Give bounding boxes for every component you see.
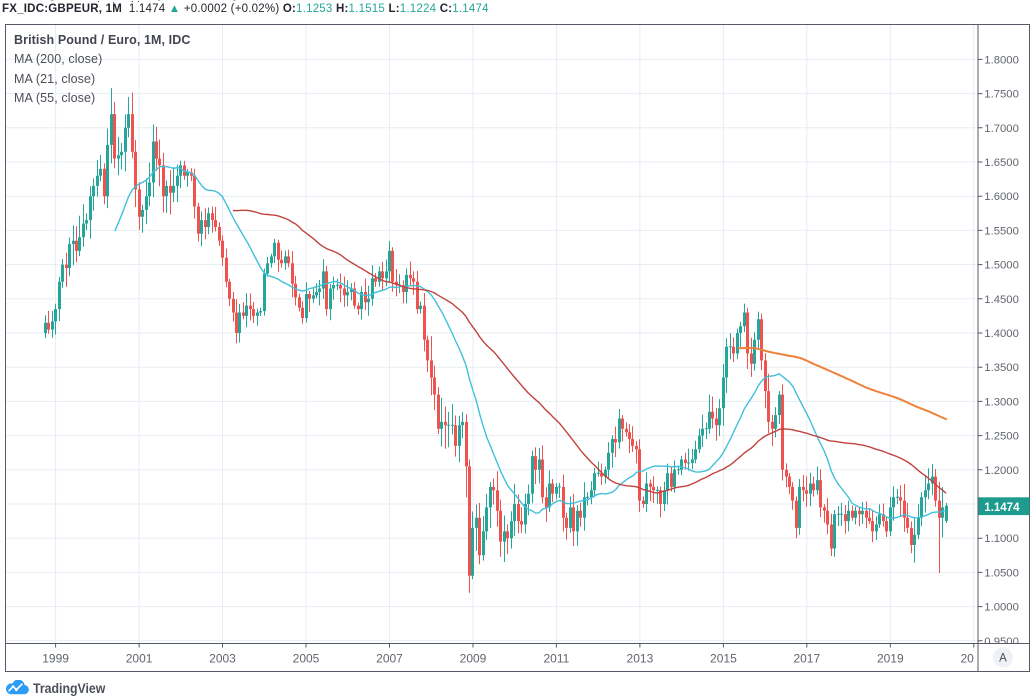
- svg-text:2021: 2021: [960, 652, 987, 666]
- svg-text:A: A: [999, 653, 1007, 665]
- svg-text:1.0500: 1.0500: [984, 567, 1019, 579]
- svg-text:1.5500: 1.5500: [984, 225, 1019, 237]
- svg-text:1.2000: 1.2000: [984, 465, 1019, 477]
- svg-text:1.3000: 1.3000: [984, 396, 1019, 408]
- svg-text:2007: 2007: [376, 652, 403, 666]
- svg-text:1.4500: 1.4500: [984, 294, 1019, 306]
- svg-text:1.6500: 1.6500: [984, 157, 1019, 169]
- svg-text:1.1474: 1.1474: [984, 502, 1020, 514]
- svg-text:1.8000: 1.8000: [984, 54, 1019, 66]
- svg-text:1.5000: 1.5000: [984, 260, 1019, 272]
- svg-text:2017: 2017: [793, 652, 820, 666]
- svg-text:2013: 2013: [627, 652, 654, 666]
- svg-text:1.7000: 1.7000: [984, 123, 1019, 135]
- svg-text:1.3500: 1.3500: [984, 362, 1019, 374]
- svg-text:2011: 2011: [543, 652, 569, 666]
- svg-text:1.0000: 1.0000: [984, 602, 1019, 614]
- svg-text:1999: 1999: [42, 652, 69, 666]
- svg-text:2003: 2003: [209, 652, 236, 666]
- svg-text:1.7500: 1.7500: [984, 89, 1019, 101]
- svg-text:2015: 2015: [710, 652, 737, 666]
- svg-text:1.2500: 1.2500: [984, 431, 1019, 443]
- svg-text:1.6000: 1.6000: [984, 191, 1019, 203]
- svg-text:2005: 2005: [293, 652, 320, 666]
- svg-text:2009: 2009: [460, 652, 487, 666]
- svg-text:1.4000: 1.4000: [984, 328, 1019, 340]
- svg-text:2001: 2001: [126, 652, 153, 666]
- svg-text:1.1000: 1.1000: [984, 533, 1019, 545]
- svg-text:2019: 2019: [877, 652, 904, 666]
